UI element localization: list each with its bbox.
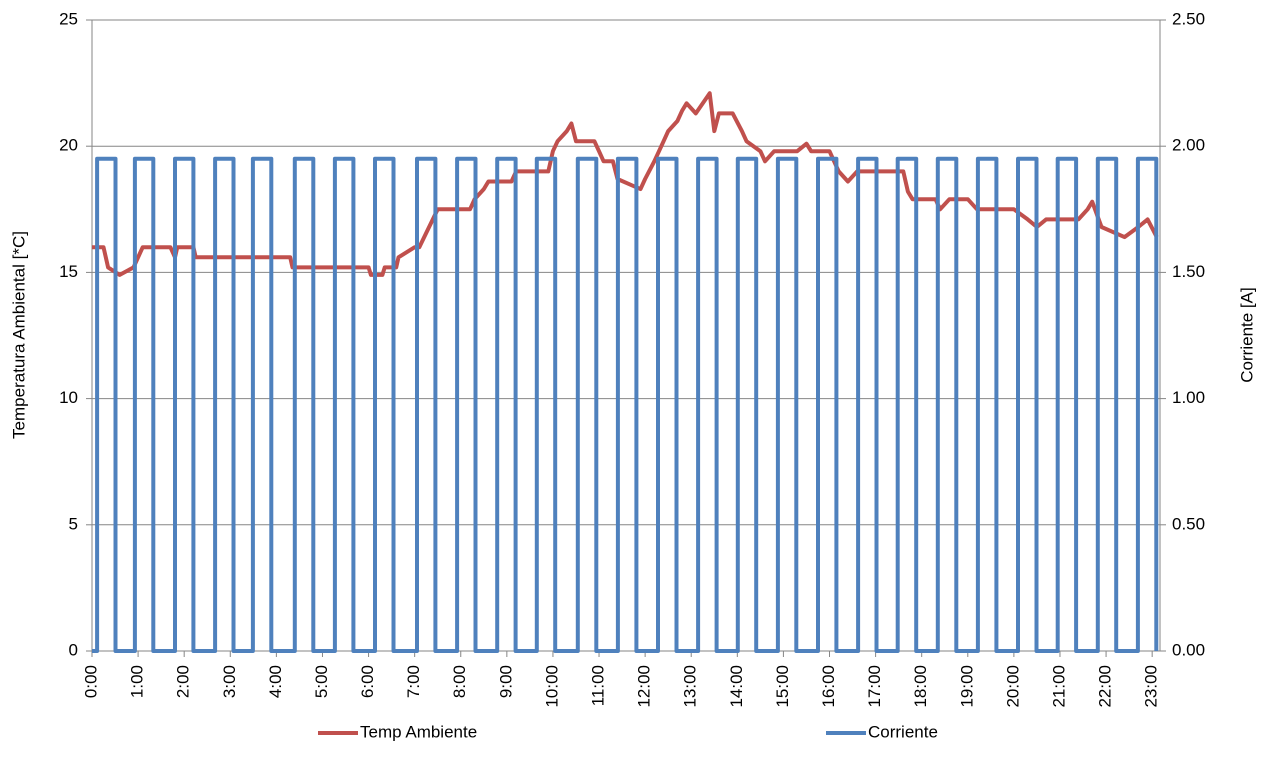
x-tick-label: 4:00 — [266, 665, 285, 698]
x-tick-label: 2:00 — [174, 665, 193, 698]
y-tick-label: 10 — [59, 388, 78, 407]
x-tick-label: 23:00 — [1142, 665, 1161, 708]
y2-tick-label: 0.50 — [1172, 514, 1205, 533]
y2-tick-label: 2.00 — [1172, 136, 1205, 155]
y2-tick-label: 1.50 — [1172, 262, 1205, 281]
y-axis-title: Temperatura Ambiental [*C] — [9, 231, 28, 439]
y-tick-label: 5 — [69, 514, 78, 533]
x-tick-label: 5:00 — [312, 665, 331, 698]
x-tick-label: 6:00 — [358, 665, 377, 698]
y2-tick-label: 0.00 — [1172, 640, 1205, 659]
x-tick-label: 16:00 — [819, 665, 838, 708]
x-tick-label: 15:00 — [773, 665, 792, 708]
x-tick-label: 1:00 — [128, 665, 147, 698]
series-line — [92, 156, 1159, 653]
x-tick-label: 19:00 — [957, 665, 976, 708]
legend-label: Corriente — [868, 722, 938, 741]
x-tick-label: 22:00 — [1096, 665, 1115, 708]
x-tick-label: 0:00 — [81, 665, 100, 698]
y-tick-label: 0 — [69, 640, 78, 659]
y2-tick-label: 1.00 — [1172, 388, 1205, 407]
series-line — [92, 91, 1159, 277]
x-tick-label: 8:00 — [450, 665, 469, 698]
x-tick-label: 18:00 — [911, 665, 930, 708]
y2-axis-title: Corriente [A] — [1237, 287, 1256, 382]
x-tick-label: 21:00 — [1049, 665, 1068, 708]
x-tick-label: 14:00 — [727, 665, 746, 708]
y-tick-label: 25 — [59, 9, 78, 28]
legend-label: Temp Ambiente — [360, 722, 477, 741]
x-tick-label: 3:00 — [220, 665, 239, 698]
x-tick-label: 7:00 — [404, 665, 423, 698]
y-tick-label: 15 — [59, 262, 78, 281]
x-tick-label: 20:00 — [1003, 665, 1022, 708]
x-tick-label: 10:00 — [542, 665, 561, 708]
y-tick-label: 20 — [59, 136, 78, 155]
x-tick-label: 17:00 — [865, 665, 884, 708]
x-tick-label: 9:00 — [496, 665, 515, 698]
x-tick-label: 12:00 — [635, 665, 654, 708]
x-tick-label: 13:00 — [681, 665, 700, 708]
x-tick-label: 11:00 — [589, 665, 608, 706]
y2-tick-label: 2.50 — [1172, 9, 1205, 28]
